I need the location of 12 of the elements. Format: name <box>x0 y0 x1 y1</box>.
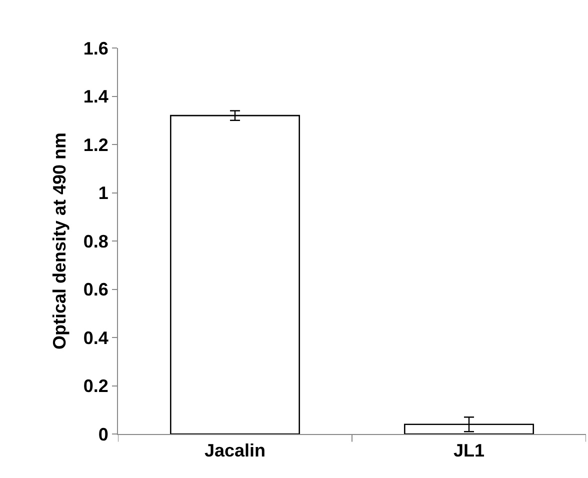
y-axis-title: Optical density at 490 nm <box>50 132 70 350</box>
x-tick-label: Jacalin <box>204 440 266 461</box>
y-tick-label: 1.6 <box>83 38 108 58</box>
y-tick-label: 0 <box>98 424 108 444</box>
y-tick-label: 1.2 <box>83 134 108 155</box>
y-tick-label: 0.6 <box>83 280 108 300</box>
y-tick-label: 1.4 <box>83 86 108 107</box>
y-tick-label: 1 <box>98 183 108 204</box>
y-tick-label: 0.8 <box>83 231 108 252</box>
y-tick-label: 0.4 <box>83 328 108 348</box>
x-tick-label: JL1 <box>453 440 485 461</box>
y-tick-label: 0.2 <box>83 376 108 396</box>
